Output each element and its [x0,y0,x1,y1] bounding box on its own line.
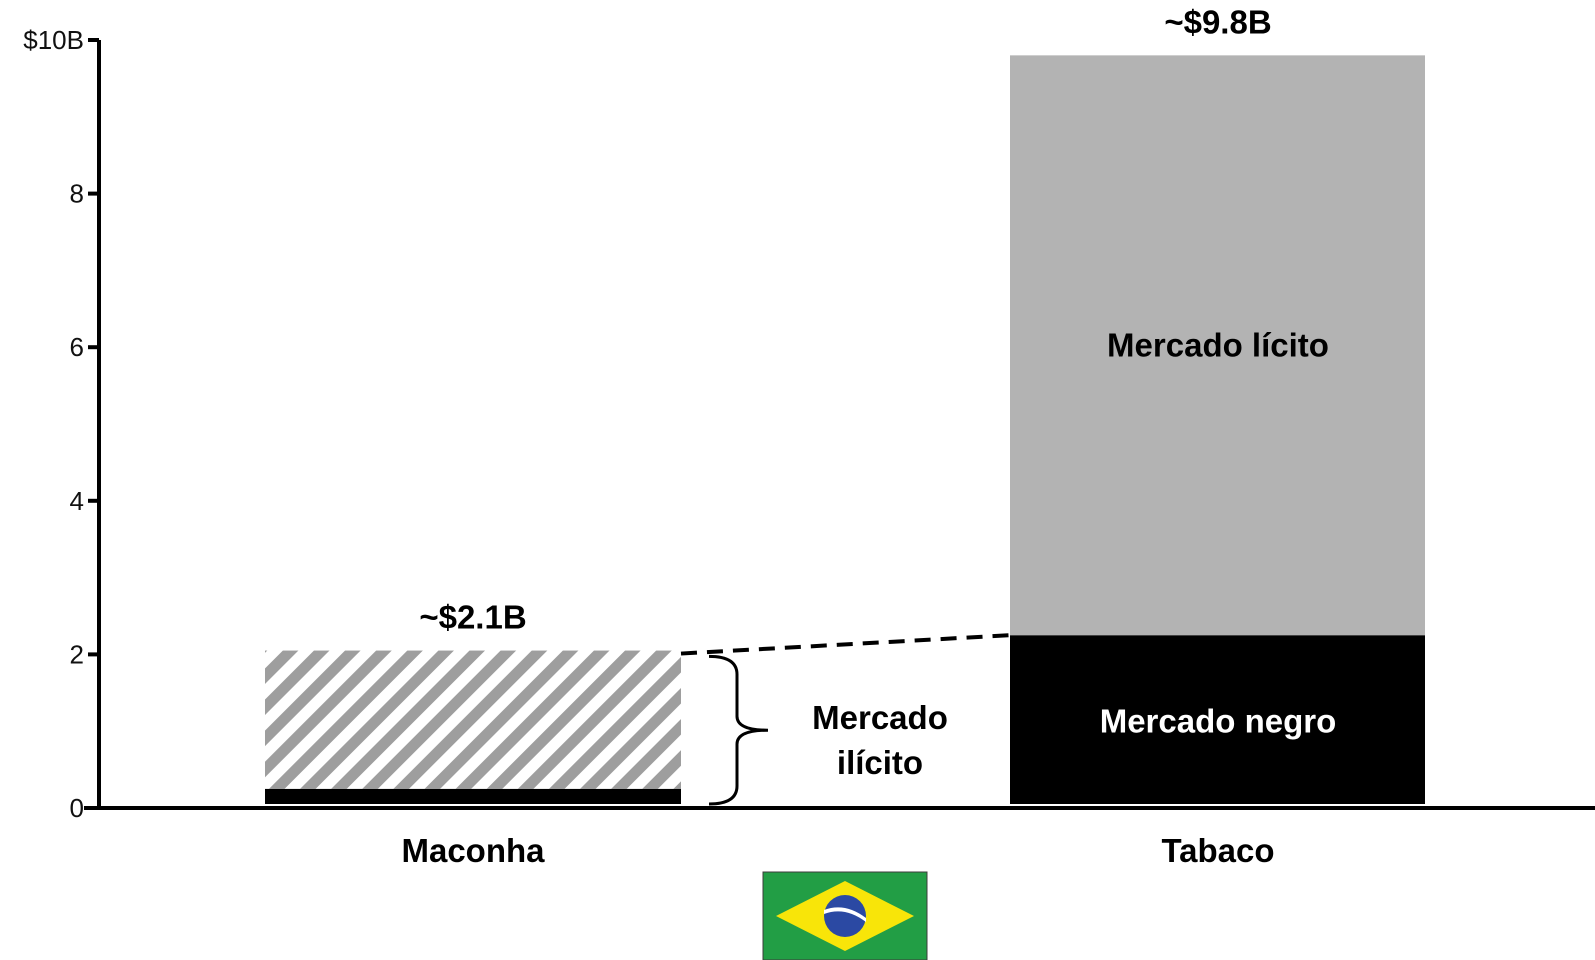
dashed-connector [680,633,1011,656]
y-tick-label: 8 [70,179,84,209]
curly-brace [708,654,769,806]
y-tick-label: $10B [23,25,84,55]
bar-segment-solid [1010,55,1425,636]
brazil-flag-icon [762,871,928,960]
segment-label: Mercado lícito [1107,326,1329,363]
bar-tabaco: Mercado negro Mercado lícito ~$9.8B Tabaco [1010,3,1425,869]
bar-segment-black [1010,635,1425,804]
bar-maconha: ~$2.1B Maconha [265,599,681,869]
y-tick-label: 2 [70,639,84,669]
y-axis: 0 2 4 6 8 $10B [23,25,101,823]
bar-total-label: ~$2.1B [419,599,526,636]
segment-label: Mercado negro [1100,703,1337,740]
y-tick-label: 0 [70,793,84,823]
flag-globe [824,895,866,937]
y-tick-label: 4 [70,486,84,516]
y-tick-label: 6 [70,332,84,362]
flag-band [824,907,866,922]
bar-segment-black [265,788,681,804]
x-category-label: Tabaco [1161,832,1274,869]
bar-total-label: ~$9.8B [1164,3,1271,40]
annotation-label: Mercado [812,699,948,736]
x-category-label: Maconha [401,832,545,869]
annotation-label: ilícito [837,744,923,781]
bar-segment-hatched [265,650,681,789]
